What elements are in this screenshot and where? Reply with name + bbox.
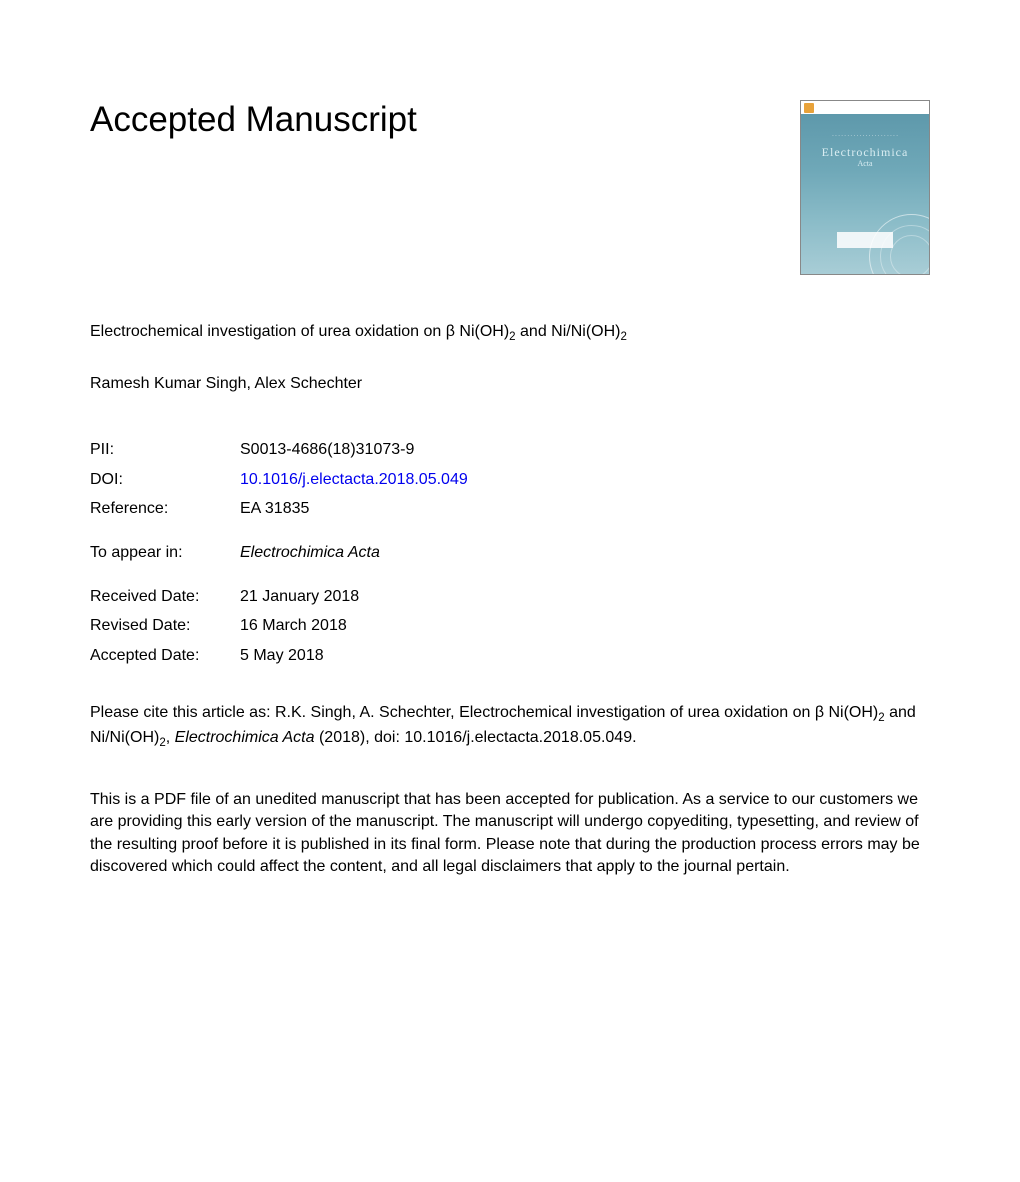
cover-journal-subtitle: Acta: [801, 159, 929, 168]
cover-issn-band: · · · · · · · · · · · · · · · · · · · · …: [801, 132, 929, 142]
citation-journal: Electrochimica Acta: [175, 729, 315, 746]
citation-part3: ,: [166, 729, 175, 746]
doi-link[interactable]: 10.1016/j.electacta.2018.05.049: [240, 465, 468, 495]
meta-value-reference: EA 31835: [240, 494, 309, 524]
cover-journal-title: Electrochimica: [801, 146, 929, 159]
metadata-table: PII: S0013-4686(18)31073-9 DOI: 10.1016/…: [90, 435, 930, 670]
citation-part4: (2018), doi: 10.1016/j.electacta.2018.05…: [315, 729, 637, 746]
meta-value-appear: Electrochimica Acta: [240, 538, 380, 568]
citation-part1: Please cite this article as: R.K. Singh,…: [90, 704, 878, 721]
article-authors: Ramesh Kumar Singh, Alex Schechter: [90, 375, 930, 393]
meta-label-reference: Reference:: [90, 494, 240, 524]
meta-value-received: 21 January 2018: [240, 582, 359, 612]
disclaimer-text: This is a PDF file of an unedited manusc…: [90, 789, 930, 879]
meta-row-received: Received Date: 21 January 2018: [90, 582, 930, 612]
meta-row-doi: DOI: 10.1016/j.electacta.2018.05.049: [90, 465, 930, 495]
meta-row-reference: Reference: EA 31835: [90, 494, 930, 524]
cover-top-strip: [801, 101, 929, 114]
meta-label-doi: DOI:: [90, 465, 240, 495]
article-title-part2: and Ni/Ni(OH): [516, 323, 621, 340]
publisher-logo-icon: [804, 103, 814, 113]
meta-row-appear: To appear in: Electrochimica Acta: [90, 538, 930, 568]
cover-globe-icon: [869, 214, 930, 275]
meta-label-received: Received Date:: [90, 582, 240, 612]
meta-value-revised: 16 March 2018: [240, 611, 347, 641]
meta-row-accepted: Accepted Date: 5 May 2018: [90, 641, 930, 671]
meta-row-pii: PII: S0013-4686(18)31073-9: [90, 435, 930, 465]
meta-label-revised: Revised Date:: [90, 611, 240, 641]
meta-label-appear: To appear in:: [90, 538, 240, 568]
citation-text: Please cite this article as: R.K. Singh,…: [90, 702, 930, 751]
meta-value-pii: S0013-4686(18)31073-9: [240, 435, 414, 465]
article-title-sub2: 2: [620, 331, 626, 343]
meta-value-accepted: 5 May 2018: [240, 641, 324, 671]
meta-row-revised: Revised Date: 16 March 2018: [90, 611, 930, 641]
page-heading: Accepted Manuscript: [90, 100, 417, 140]
article-title-part1: Electrochemical investigation of urea ox…: [90, 323, 509, 340]
meta-label-pii: PII:: [90, 435, 240, 465]
journal-cover-thumbnail: · · · · · · · · · · · · · · · · · · · · …: [800, 100, 930, 275]
header-row: Accepted Manuscript · · · · · · · · · · …: [90, 100, 930, 275]
article-title: Electrochemical investigation of urea ox…: [90, 321, 930, 345]
meta-label-accepted: Accepted Date:: [90, 641, 240, 671]
